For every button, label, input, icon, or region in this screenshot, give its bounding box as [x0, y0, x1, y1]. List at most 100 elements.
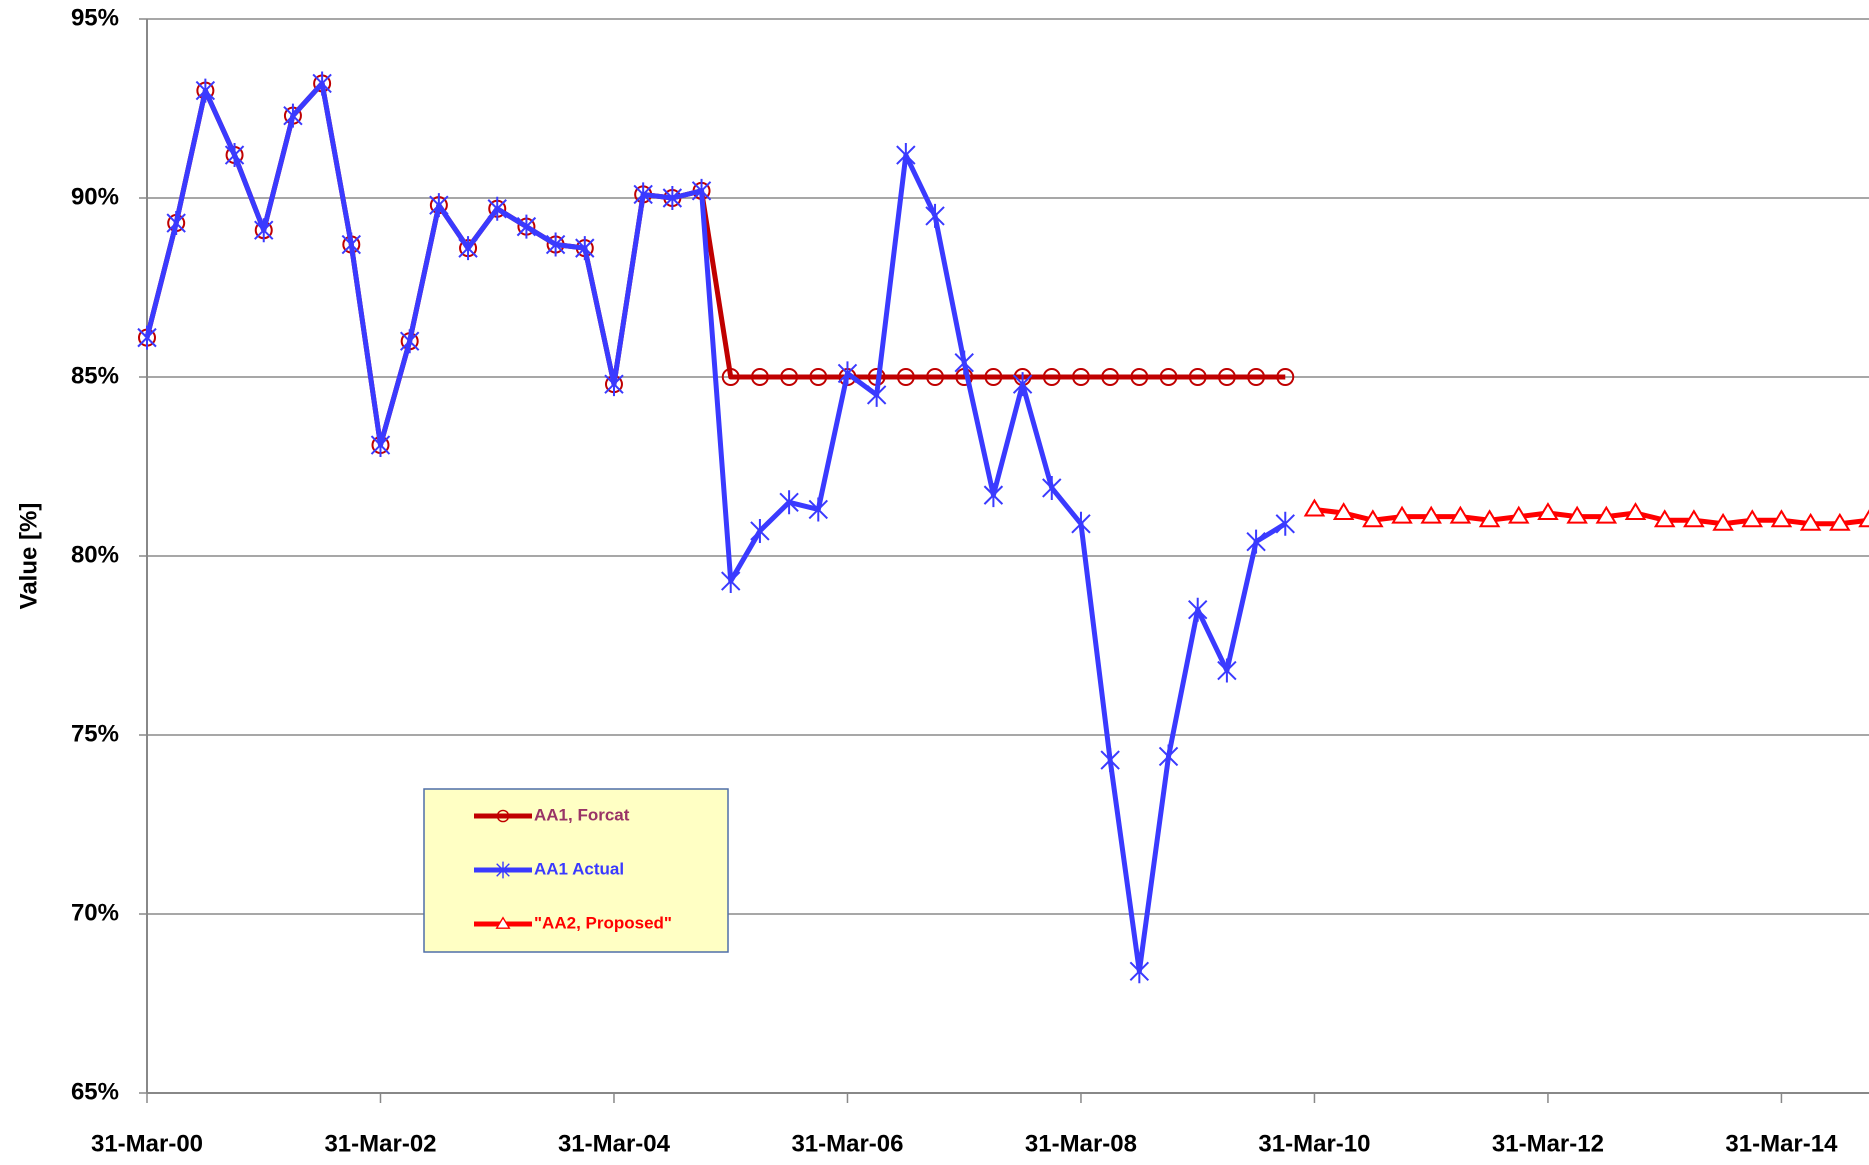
marker — [1188, 597, 1208, 622]
marker — [750, 368, 769, 386]
y-tick-label: 90% — [71, 183, 119, 210]
marker — [1303, 498, 1326, 517]
marker — [1159, 368, 1178, 386]
y-tick-label: 80% — [71, 541, 119, 568]
marker — [516, 214, 537, 239]
marker — [1829, 512, 1851, 531]
marker — [896, 143, 916, 168]
marker — [487, 196, 507, 221]
marker — [1217, 658, 1237, 683]
marker — [496, 861, 510, 879]
marker — [1101, 368, 1120, 386]
marker — [925, 203, 945, 228]
marker — [1129, 959, 1150, 984]
marker — [780, 368, 799, 386]
marker — [166, 211, 186, 236]
y-tick-label: 70% — [71, 899, 119, 926]
marker — [1712, 512, 1734, 531]
marker — [837, 361, 858, 386]
legend: AA1, Forcat AA1 Actual "AA2, Proposed" — [423, 788, 729, 953]
marker — [399, 329, 420, 354]
marker — [954, 350, 974, 375]
marker — [1683, 509, 1705, 528]
marker — [1537, 502, 1559, 521]
marker — [370, 433, 391, 458]
marker — [1246, 529, 1266, 554]
marker — [1566, 505, 1588, 524]
y-tick-label: 85% — [71, 362, 119, 389]
marker — [1188, 368, 1207, 386]
marker — [926, 368, 945, 386]
y-axis-label: Value [%] — [15, 503, 42, 610]
y-tick-label: 65% — [71, 1078, 119, 1105]
marker — [1449, 505, 1472, 524]
marker — [779, 490, 799, 515]
marker — [1217, 368, 1236, 386]
marker — [721, 368, 740, 386]
y-tick-label: 95% — [71, 4, 119, 31]
legend-label: AA1, Forcat — [534, 805, 630, 824]
x-tick-label: 31-Mar-10 — [1258, 1130, 1370, 1157]
marker — [1391, 505, 1413, 524]
marker — [1770, 509, 1793, 528]
series-line — [144, 80, 1287, 974]
x-tick-label: 31-Mar-06 — [791, 1130, 903, 1157]
marker — [1332, 502, 1355, 521]
marker — [312, 71, 332, 96]
marker — [1071, 511, 1091, 536]
marker — [809, 368, 828, 386]
marker — [1362, 509, 1384, 528]
marker — [1042, 475, 1062, 500]
marker — [1247, 368, 1266, 386]
marker — [1100, 748, 1120, 773]
marker — [662, 186, 683, 210]
marker — [633, 182, 653, 207]
legend-label: AA1 Actual — [534, 859, 624, 878]
marker — [1595, 505, 1618, 524]
marker — [1478, 509, 1501, 528]
marker — [1507, 505, 1530, 524]
x-tick-label: 31-Mar-12 — [1492, 1130, 1604, 1157]
marker — [458, 236, 478, 261]
marker — [1071, 368, 1090, 386]
marker — [254, 218, 274, 243]
x-tick-label: 31-Mar-14 — [1725, 1130, 1838, 1157]
marker — [721, 569, 741, 594]
marker — [283, 103, 303, 128]
marker — [1275, 511, 1295, 536]
marker — [224, 143, 245, 168]
marker — [1858, 509, 1869, 528]
marker — [429, 193, 449, 218]
marker — [983, 483, 1004, 508]
marker — [896, 368, 915, 386]
marker — [1042, 368, 1061, 386]
marker — [496, 809, 510, 823]
x-tick-label: 31-Mar-04 — [558, 1130, 671, 1157]
marker — [1653, 509, 1676, 528]
marker — [1130, 368, 1149, 386]
marker — [195, 78, 216, 103]
marker — [1741, 509, 1764, 528]
marker — [691, 178, 712, 203]
marker — [750, 518, 770, 543]
marker — [137, 325, 157, 350]
x-tick-label: 31-Mar-08 — [1025, 1130, 1137, 1157]
x-tick-label: 31-Mar-00 — [91, 1130, 203, 1157]
y-tick-label: 75% — [71, 720, 119, 747]
marker — [545, 232, 566, 257]
marker — [1012, 372, 1033, 397]
marker — [1158, 744, 1179, 769]
marker — [604, 372, 624, 397]
legend-label: "AA2, Proposed" — [534, 913, 672, 932]
marker — [1799, 512, 1822, 531]
marker — [575, 236, 595, 261]
marker — [1624, 502, 1647, 521]
marker — [866, 382, 887, 407]
marker — [808, 497, 828, 522]
marker — [1276, 368, 1295, 386]
x-tick-label: 31-Mar-02 — [324, 1130, 436, 1157]
marker — [495, 916, 511, 929]
marker — [341, 232, 362, 257]
